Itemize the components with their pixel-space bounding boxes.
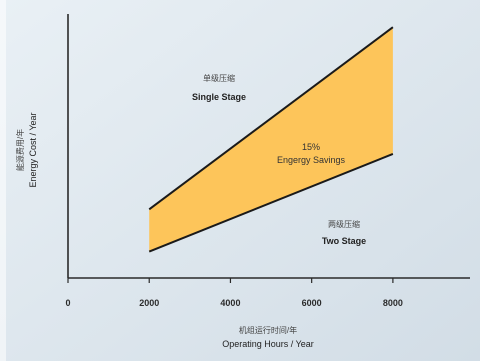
savings-percent-label: 15%: [302, 142, 320, 152]
two-stage-label: Two Stage: [322, 236, 366, 246]
page-edge-left: [0, 0, 6, 361]
savings-text-label: Engergy Savings: [277, 155, 346, 165]
single-stage-line: [148, 26, 394, 211]
single-stage-label-cn: 单级压缩: [203, 73, 235, 83]
plot-area: [148, 26, 394, 253]
y-axis-label-cn: 能源费用/年: [15, 129, 25, 171]
x-tick-labels: 0 2000 4000 6000 8000: [65, 278, 403, 308]
x-tick-label: 0: [65, 298, 70, 308]
two-stage-label-cn: 两级压缩: [328, 219, 360, 229]
x-axis-label: Operating Hours / Year: [222, 339, 314, 349]
x-tick-label: 4000: [220, 298, 240, 308]
single-stage-label: Single Stage: [192, 92, 246, 102]
x-tick-label: 6000: [302, 298, 322, 308]
x-tick-label: 2000: [139, 298, 159, 308]
x-axis-label-cn: 机组运行时间/年: [239, 325, 297, 335]
y-axis-label: Energy Cost / Year: [28, 112, 38, 187]
energy-savings-band: [149, 27, 393, 252]
axis-lines: [67, 14, 470, 279]
x-tick-label: 8000: [383, 298, 403, 308]
two-stage-line: [148, 152, 394, 253]
